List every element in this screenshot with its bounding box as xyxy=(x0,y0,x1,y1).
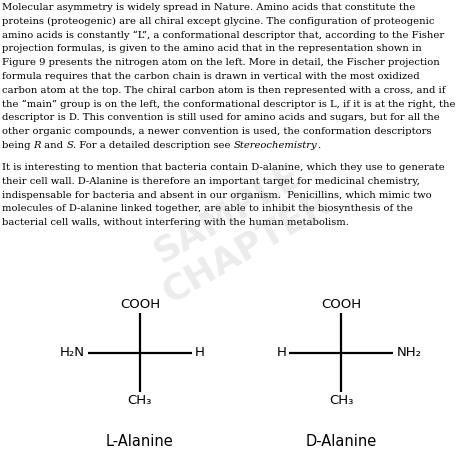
Text: Stereochemistry: Stereochemistry xyxy=(234,141,318,150)
Text: NH₂: NH₂ xyxy=(396,346,421,359)
Text: L-Alanine: L-Alanine xyxy=(106,434,173,449)
Text: indispensable for bacteria and absent in our organism.  Penicillins, which mimic: indispensable for bacteria and absent in… xyxy=(2,191,432,200)
Text: CH₃: CH₃ xyxy=(329,394,354,407)
Text: molecules of D-alanine linked together, are able to inhibit the biosynthesis of : molecules of D-alanine linked together, … xyxy=(2,205,413,213)
Text: formula requires that the carbon chain is drawn in vertical with the most oxidiz: formula requires that the carbon chain i… xyxy=(2,72,419,81)
Text: SAMPLE
CHAPTER: SAMPLE CHAPTER xyxy=(137,152,337,310)
Text: other organic compounds, a newer convention is used, the conformation descriptor: other organic compounds, a newer convent… xyxy=(2,127,431,136)
Text: It is interesting to mention that bacteria contain D-alanine, which they use to : It is interesting to mention that bacter… xyxy=(2,163,445,172)
Text: their cell wall. D-Alanine is therefore an important target for medicinal chemis: their cell wall. D-Alanine is therefore … xyxy=(2,177,420,186)
Text: carbon atom at the top. The chiral carbon atom is then represented with a cross,: carbon atom at the top. The chiral carbo… xyxy=(2,86,446,95)
Text: being: being xyxy=(2,141,34,150)
Text: projection formulas, is given to the amino acid that in the representation shown: projection formulas, is given to the ami… xyxy=(2,44,422,53)
Text: the “main” group is on the left, the conformational descriptor is L, if it is at: the “main” group is on the left, the con… xyxy=(2,100,456,109)
Text: descriptor is D. This convention is still used for amino acids and sugars, but f: descriptor is D. This convention is stil… xyxy=(2,113,440,123)
Text: R: R xyxy=(34,141,41,150)
Text: Figure 9 presents the nitrogen atom on the left. More in detail, the Fischer pro: Figure 9 presents the nitrogen atom on t… xyxy=(2,58,440,67)
Text: and: and xyxy=(41,141,66,150)
Text: D-Alanine: D-Alanine xyxy=(306,434,377,449)
Text: H: H xyxy=(276,346,286,359)
Text: .: . xyxy=(318,141,320,150)
Text: Molecular asymmetry is widely spread in Nature. Amino acids that constitute the: Molecular asymmetry is widely spread in … xyxy=(2,3,415,12)
Text: bacterial cell walls, without interfering with the human metabolism.: bacterial cell walls, without interferin… xyxy=(2,218,349,227)
Text: amino acids is constantly “L”, a conformational descriptor that, according to th: amino acids is constantly “L”, a conform… xyxy=(2,30,444,40)
Text: CH₃: CH₃ xyxy=(128,394,152,407)
Text: COOH: COOH xyxy=(321,298,361,312)
Text: . For a detailed description see: . For a detailed description see xyxy=(73,141,234,150)
Text: COOH: COOH xyxy=(120,298,160,312)
Text: proteins (proteogenic) are all chiral except glycine. The configuration of prote: proteins (proteogenic) are all chiral ex… xyxy=(2,17,435,26)
Text: S: S xyxy=(66,141,73,150)
Text: H: H xyxy=(195,346,205,359)
Text: H₂N: H₂N xyxy=(60,346,85,359)
